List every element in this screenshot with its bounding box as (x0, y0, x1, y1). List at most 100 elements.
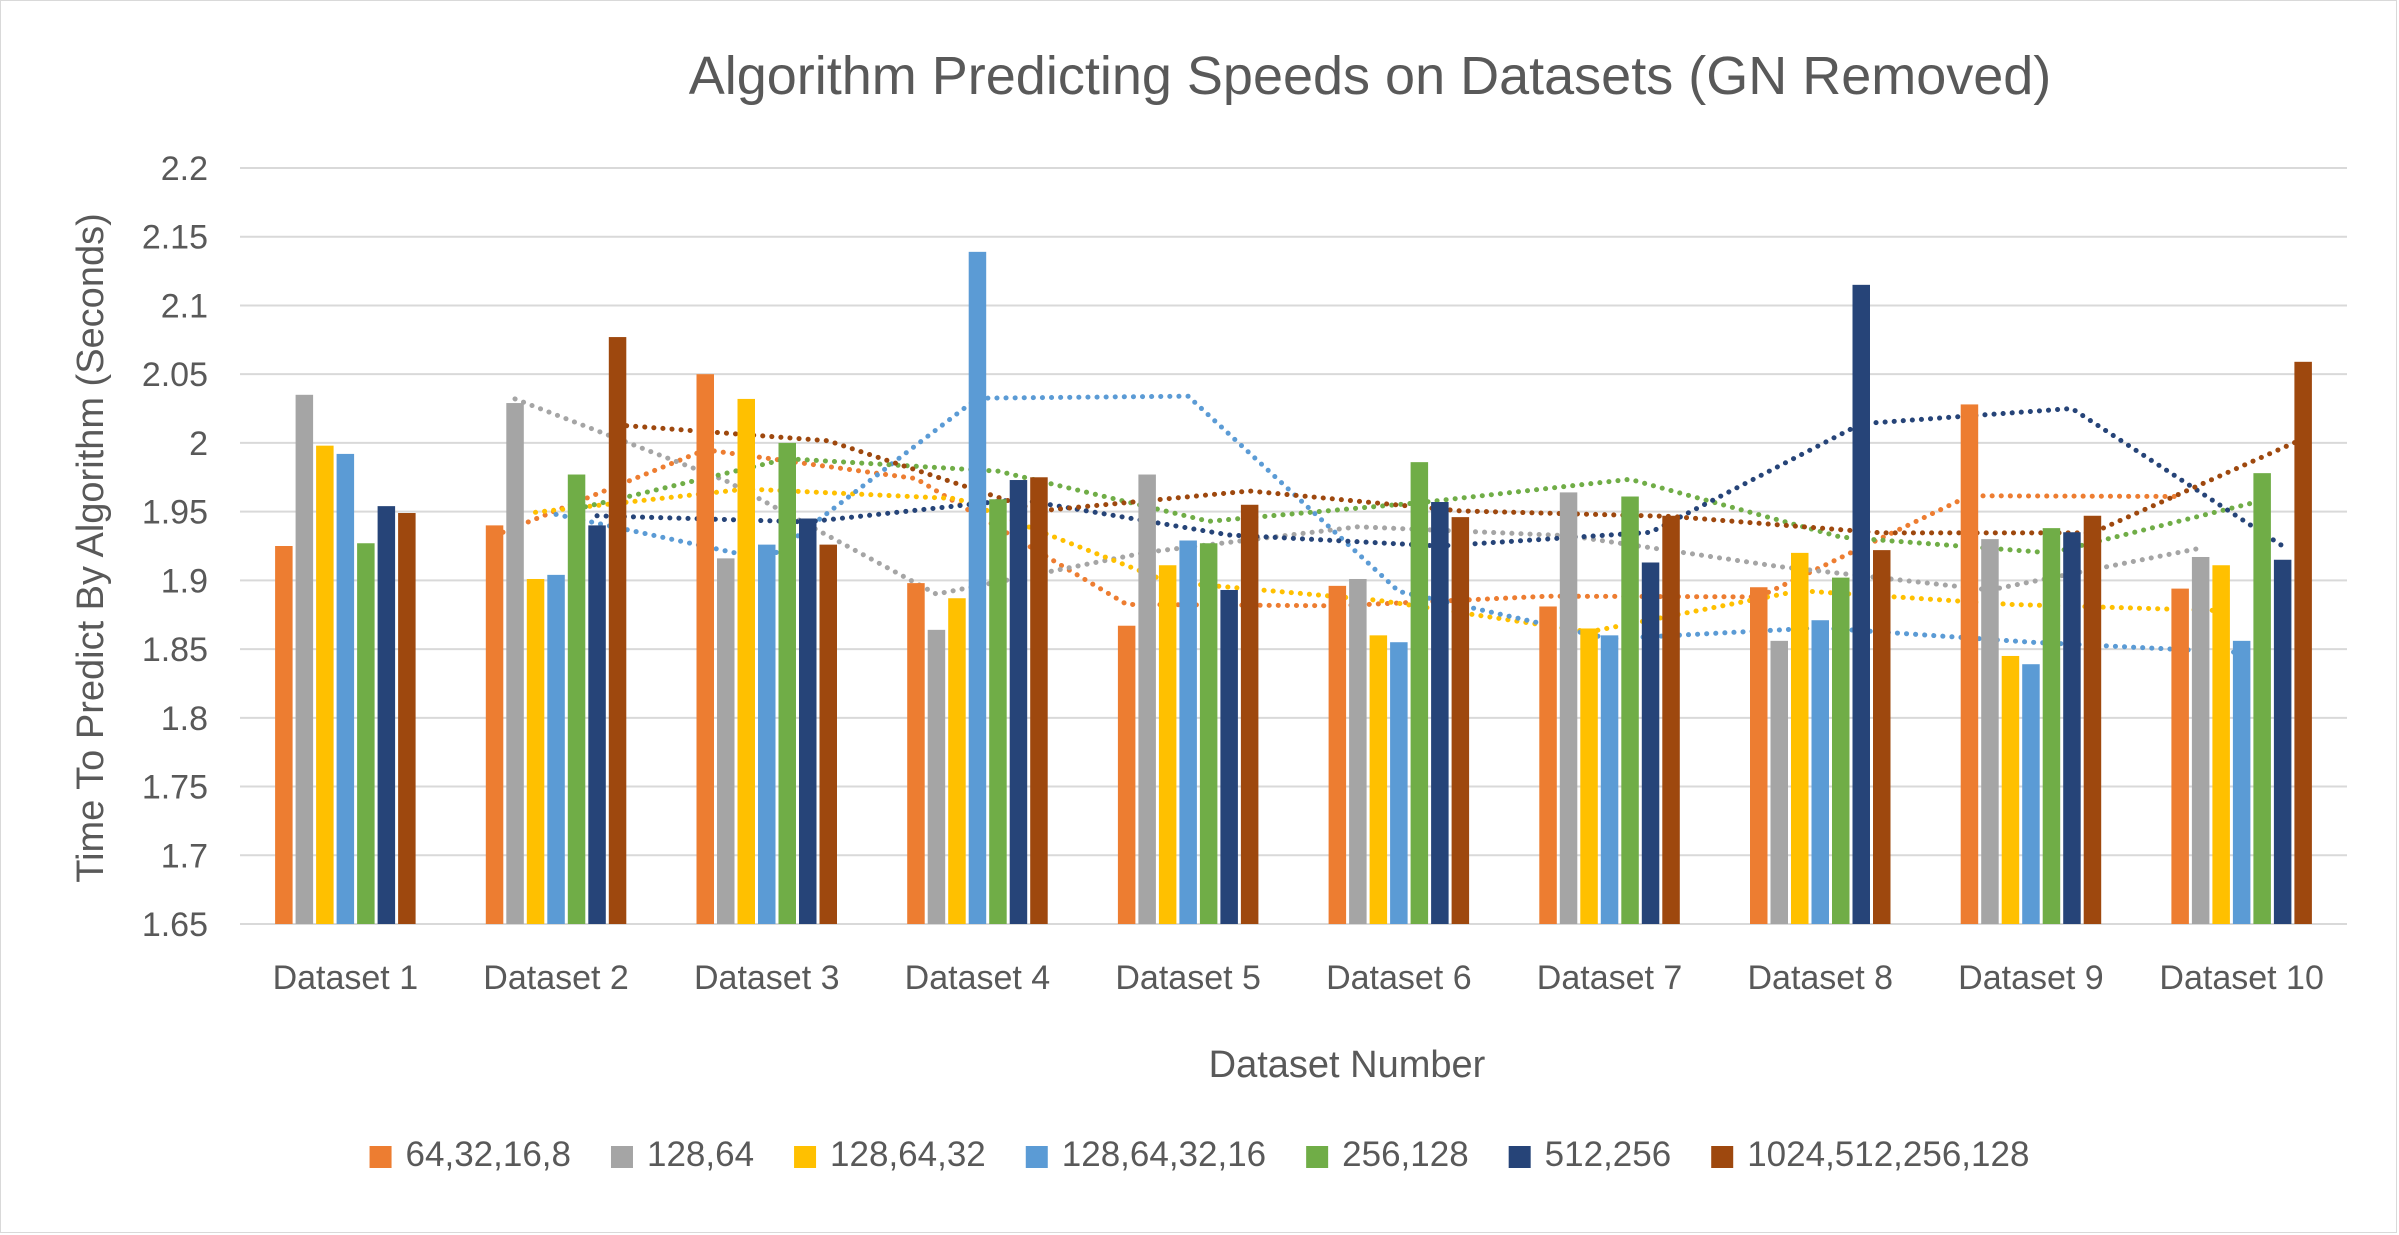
bar (547, 574, 565, 924)
x-tick-label: Dataset 2 (483, 959, 629, 997)
legend-swatch (794, 1146, 817, 1168)
bar (1811, 620, 1829, 924)
bar (948, 598, 966, 924)
bar (2191, 556, 2210, 924)
bar (2042, 528, 2061, 924)
bar (1179, 540, 1197, 924)
bar (1369, 635, 1388, 924)
bar (1600, 635, 1619, 924)
y-tick-label: 1.85 (142, 631, 208, 669)
y-tick-label: 2.15 (142, 219, 208, 257)
bar (737, 398, 755, 924)
bar (778, 442, 796, 924)
bar (1559, 492, 1578, 924)
bar (357, 543, 375, 924)
bar (1539, 606, 1557, 924)
bar (1832, 577, 1850, 924)
bar (799, 518, 817, 924)
bar (1240, 504, 1259, 924)
bar (2212, 565, 2230, 924)
bar (819, 544, 837, 924)
bar (1960, 404, 1979, 924)
legend-swatch (1025, 1146, 1048, 1168)
bar (758, 544, 776, 924)
trendline (512, 396, 2204, 597)
bar (1138, 474, 1156, 924)
bar (336, 453, 355, 924)
bar (717, 558, 735, 924)
bar (295, 394, 314, 924)
bar (1030, 477, 1048, 924)
bar (1199, 543, 1218, 924)
bar (1431, 502, 1449, 924)
bars (275, 251, 2312, 925)
x-tick-label: Dataset 7 (1537, 959, 1683, 997)
bar (968, 251, 987, 924)
bar (1220, 589, 1238, 924)
bar (2022, 664, 2040, 924)
x-tick-label: Dataset 6 (1326, 959, 1472, 997)
bar (275, 546, 293, 924)
bar (588, 525, 606, 924)
y-tick-label: 1.95 (142, 494, 208, 532)
bar (1451, 517, 1470, 924)
bar (1791, 552, 1809, 924)
bar (1873, 550, 1891, 924)
legend-swatch (610, 1146, 633, 1168)
y-tick-label: 1.8 (161, 700, 208, 738)
bar (1641, 562, 1660, 924)
x-tick-label: Dataset 5 (1115, 959, 1261, 997)
bar (377, 506, 396, 924)
bar (2083, 515, 2102, 924)
bar (2232, 640, 2251, 924)
y-tick-label: 1.75 (142, 769, 208, 807)
legend-swatch (1711, 1146, 1734, 1168)
bar (1009, 480, 1028, 924)
bar (1981, 539, 1999, 924)
bar (1580, 628, 1598, 924)
bar (608, 337, 627, 924)
bar (1117, 625, 1136, 924)
bar (316, 445, 334, 924)
bar (1662, 515, 1680, 924)
y-tick-label: 2 (189, 425, 208, 463)
y-tick-label: 2.05 (142, 356, 208, 394)
legend-label: 128,64 (647, 1135, 754, 1174)
bar (2294, 361, 2312, 924)
legend-swatch (369, 1146, 392, 1168)
legend-label: 512,256 (1545, 1135, 1672, 1174)
x-tick-label: Dataset 1 (273, 959, 419, 997)
bar (526, 578, 545, 924)
bar (1328, 585, 1347, 924)
bar (1390, 642, 1408, 924)
bar (696, 374, 714, 924)
x-tick-label: Dataset 3 (694, 959, 840, 997)
x-tick-label: Dataset 9 (1958, 959, 2104, 997)
legend-label: 128,64,32 (830, 1135, 986, 1174)
y-tick-label: 2.2 (161, 150, 208, 188)
y-axis-title: Time To Predict By Algorithm (Seconds) (70, 213, 112, 882)
legend-swatch (1306, 1146, 1329, 1168)
legend-label: 128,64,32,16 (1062, 1135, 1266, 1174)
bar (907, 583, 925, 924)
bar (567, 474, 586, 924)
bar (927, 629, 946, 924)
x-tick-label: Dataset 8 (1747, 959, 1893, 997)
bar (1158, 565, 1177, 924)
legend-swatch (1508, 1146, 1531, 1168)
x-axis-title: Dataset Number (1209, 1044, 1486, 1086)
y-tick-label: 1.65 (142, 906, 208, 944)
bar (485, 525, 504, 924)
x-tick-label: Dataset 10 (2159, 959, 2323, 997)
chart-title: Algorithm Predicting Speeds on Datasets … (689, 46, 2052, 106)
trendline (615, 422, 2306, 536)
trendline (492, 447, 2183, 609)
bar (1770, 640, 1788, 924)
bar (1410, 462, 1429, 924)
bar (2171, 588, 2189, 924)
bar (1852, 284, 1870, 924)
bar (398, 513, 416, 924)
bar (2063, 532, 2081, 924)
x-tick-label: Dataset 4 (905, 959, 1051, 997)
